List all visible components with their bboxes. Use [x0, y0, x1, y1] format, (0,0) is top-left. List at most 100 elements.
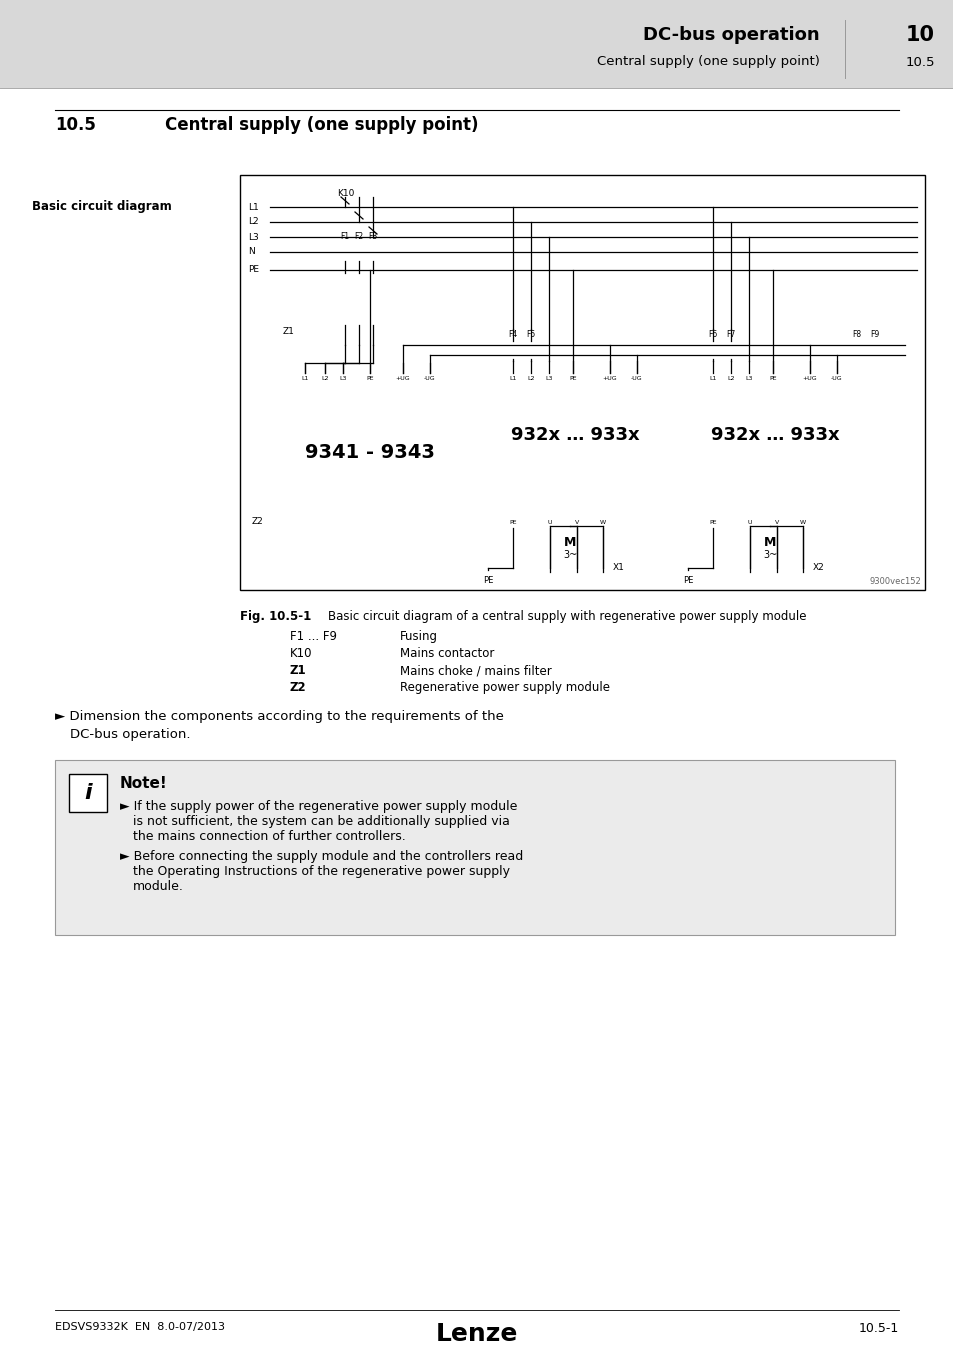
Text: Regenerative power supply module: Regenerative power supply module: [399, 680, 609, 694]
Text: L1: L1: [709, 377, 716, 382]
Bar: [503, 373, 521, 385]
Text: K10: K10: [290, 647, 313, 660]
Text: i: i: [84, 783, 91, 803]
Text: F3: F3: [368, 232, 377, 242]
Text: N: N: [248, 247, 254, 256]
Text: Central supply (one supply point): Central supply (one supply point): [165, 116, 478, 134]
Ellipse shape: [763, 373, 781, 385]
Text: X2: X2: [812, 563, 824, 572]
Text: L1: L1: [509, 377, 517, 382]
Text: X1: X1: [613, 563, 624, 572]
Text: V: V: [575, 520, 578, 525]
Text: PE: PE: [682, 576, 693, 585]
Text: -UG: -UG: [631, 377, 642, 382]
Bar: [707, 342, 718, 359]
Text: F1: F1: [340, 232, 349, 242]
Text: 3~: 3~: [762, 549, 777, 560]
Bar: [334, 373, 352, 385]
Text: L2: L2: [248, 217, 258, 227]
Text: L3: L3: [545, 377, 552, 382]
Text: M: M: [763, 536, 776, 548]
Text: PE: PE: [509, 520, 517, 525]
Bar: [295, 373, 314, 385]
Text: 932x … 933x: 932x … 933x: [710, 427, 839, 444]
Text: 9341 - 9343: 9341 - 9343: [305, 443, 435, 462]
Bar: [827, 373, 845, 385]
Text: L2: L2: [527, 377, 535, 382]
Text: Fusing: Fusing: [399, 630, 437, 643]
Ellipse shape: [703, 516, 721, 528]
Text: ► If the supply power of the regenerative power supply module: ► If the supply power of the regenerativ…: [120, 801, 517, 813]
Text: PE: PE: [482, 576, 493, 585]
Text: F2: F2: [355, 232, 363, 242]
Bar: [495, 373, 655, 528]
Text: +UG: +UG: [801, 377, 817, 382]
Text: Mains choke / mains filter: Mains choke / mains filter: [399, 664, 551, 676]
Text: L2: L2: [726, 377, 734, 382]
Bar: [336, 273, 353, 319]
Text: PE: PE: [708, 520, 716, 525]
Text: PE: PE: [768, 377, 776, 382]
Bar: [368, 243, 377, 261]
Bar: [507, 342, 517, 359]
Text: EDSVS9332K  EN  8.0-07/2013: EDSVS9332K EN 8.0-07/2013: [55, 1322, 225, 1332]
Text: F8: F8: [852, 329, 861, 339]
Text: -UG: -UG: [424, 377, 436, 382]
Bar: [703, 373, 721, 385]
Bar: [801, 373, 818, 385]
Bar: [567, 516, 585, 528]
Bar: [315, 373, 334, 385]
Text: is not sufficient, the system can be additionally supplied via: is not sufficient, the system can be add…: [132, 815, 509, 828]
Text: ► Dimension the components according to the requirements of the: ► Dimension the components according to …: [55, 710, 503, 724]
Text: F9: F9: [869, 329, 879, 339]
Text: L1: L1: [301, 377, 309, 382]
Text: L3: L3: [339, 377, 346, 382]
Text: L3: L3: [248, 232, 258, 242]
Text: +UG: +UG: [602, 377, 617, 382]
Bar: [600, 373, 618, 385]
Bar: [594, 516, 612, 528]
Bar: [240, 176, 924, 590]
Bar: [740, 516, 759, 528]
Text: U: U: [747, 520, 752, 525]
Bar: [767, 516, 785, 528]
Bar: [365, 273, 380, 319]
Text: 10: 10: [904, 26, 934, 45]
Bar: [69, 774, 107, 811]
Text: K10: K10: [336, 189, 354, 198]
Text: the mains connection of further controllers.: the mains connection of further controll…: [132, 830, 405, 842]
Bar: [721, 373, 740, 385]
Text: DC-bus operation.: DC-bus operation.: [70, 728, 191, 741]
Bar: [339, 243, 350, 261]
Ellipse shape: [563, 373, 581, 385]
Text: F1 ... F9: F1 ... F9: [290, 630, 336, 643]
Text: ► Before connecting the supply module and the controllers read: ► Before connecting the supply module an…: [120, 850, 522, 863]
Text: +UG: +UG: [395, 377, 410, 382]
Bar: [540, 516, 558, 528]
Text: Z1: Z1: [283, 327, 294, 336]
Text: V: V: [774, 520, 779, 525]
Text: F6: F6: [708, 329, 717, 339]
Bar: [695, 373, 854, 528]
Text: Z2: Z2: [252, 517, 263, 526]
Bar: [285, 373, 455, 531]
Text: L3: L3: [744, 377, 752, 382]
Bar: [851, 342, 862, 359]
Bar: [0, 0, 953, 88]
Ellipse shape: [360, 373, 378, 385]
Text: F7: F7: [725, 329, 735, 339]
Text: module.: module.: [132, 880, 184, 892]
Bar: [869, 342, 879, 359]
Bar: [627, 373, 645, 385]
Bar: [725, 342, 735, 359]
Text: W: W: [599, 520, 605, 525]
Bar: [394, 373, 412, 385]
Text: 3~: 3~: [562, 549, 577, 560]
Bar: [521, 373, 539, 385]
Bar: [55, 760, 894, 936]
Text: 9300vec152: 9300vec152: [868, 576, 920, 586]
Text: PE: PE: [248, 266, 258, 274]
Text: Fig. 10.5-1: Fig. 10.5-1: [240, 610, 311, 622]
Text: Basic circuit diagram: Basic circuit diagram: [32, 200, 172, 213]
Text: Basic circuit diagram of a central supply with regenerative power supply module: Basic circuit diagram of a central suppl…: [328, 610, 805, 622]
